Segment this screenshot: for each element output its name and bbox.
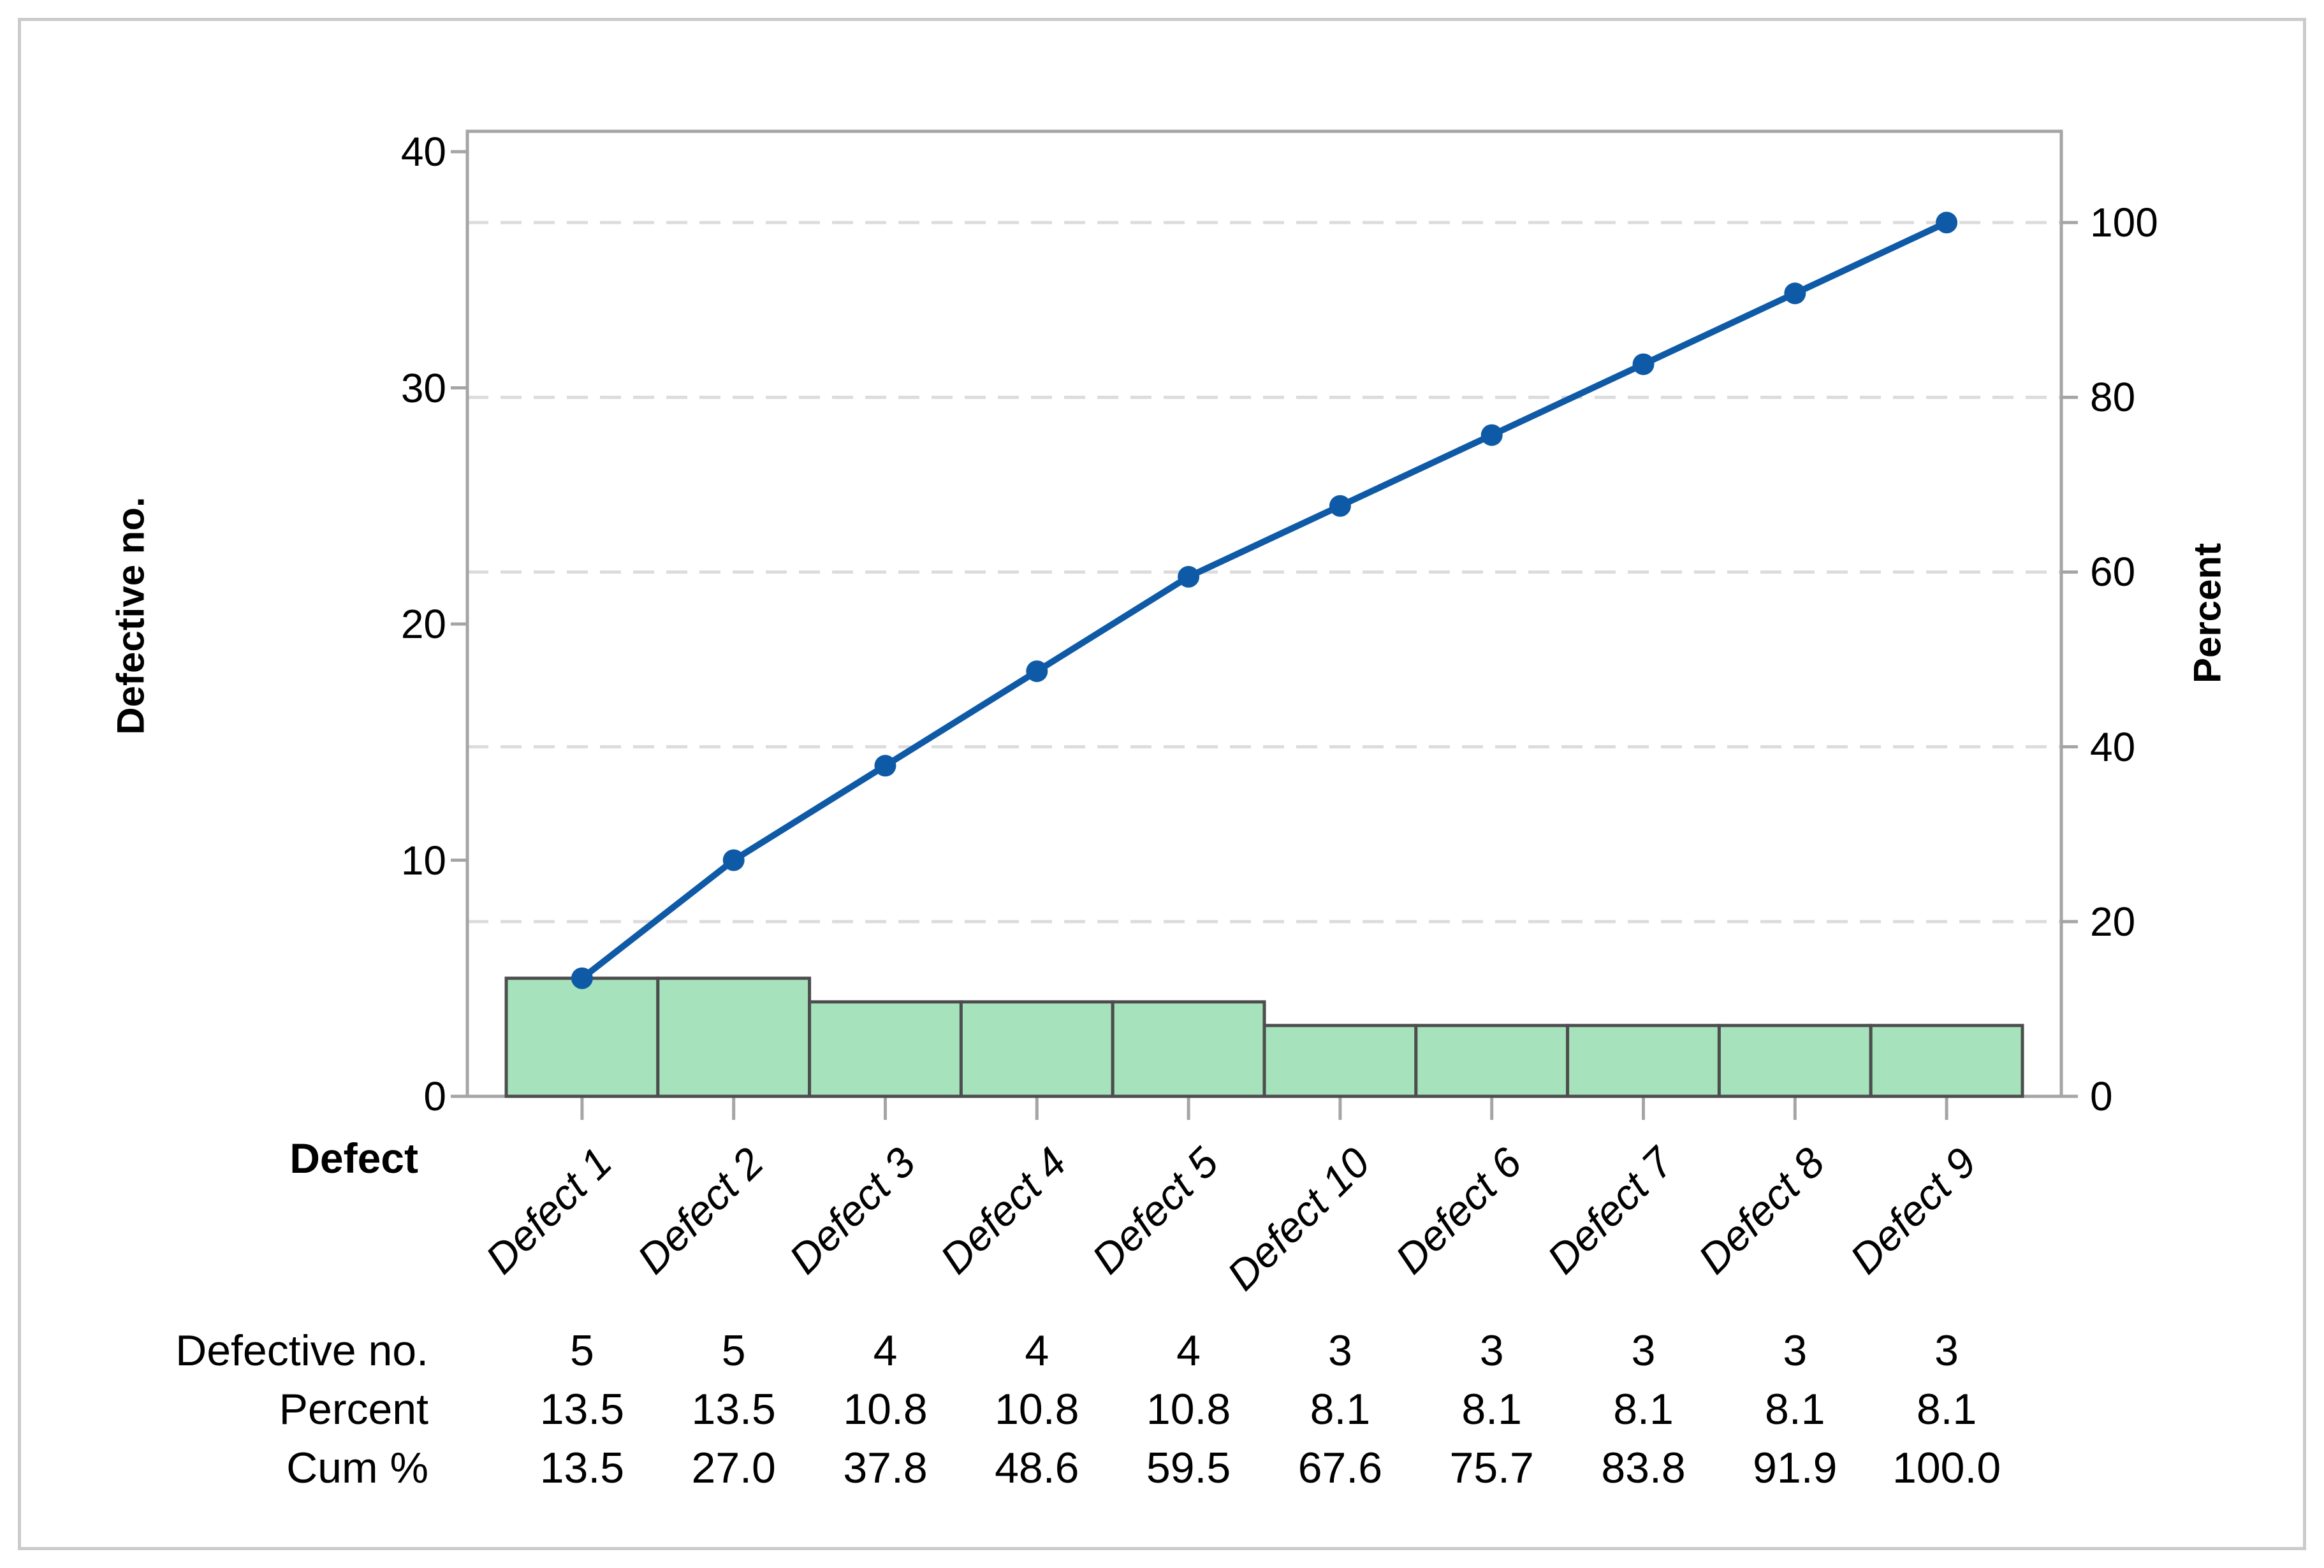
cumulative-line	[578, 219, 1950, 982]
table-cell: 3	[1934, 1326, 1959, 1375]
pareto-bar	[1566, 1024, 1721, 1098]
table-cell: 27.0	[691, 1444, 776, 1492]
left-axis-tick-label: 10	[400, 837, 446, 883]
pareto-bar	[1717, 1024, 1873, 1098]
table-cell: 8.1	[1613, 1385, 1674, 1434]
table-row-label: Percent	[279, 1385, 428, 1434]
cumulative-point-marker	[874, 755, 896, 777]
right-axis-tick-label: 40	[2090, 723, 2136, 770]
cumulative-point-marker	[1632, 353, 1655, 375]
table-cell: 3	[1479, 1326, 1504, 1375]
right-axis-tick-label: 100	[2090, 200, 2158, 246]
table-cell: 13.5	[539, 1444, 625, 1492]
right-axis-tick-label: 0	[2090, 1073, 2113, 1119]
table-cell: 75.7	[1449, 1444, 1534, 1492]
table-cell: 3	[1327, 1326, 1352, 1375]
left-axis-tick-label: 30	[400, 365, 446, 411]
table-cell: 13.5	[691, 1385, 776, 1434]
pareto-bar	[1262, 1024, 1418, 1098]
pareto-bar	[1111, 1000, 1266, 1098]
table-row-label: Cum %	[286, 1444, 428, 1492]
left-axis-tick-label: 0	[423, 1073, 446, 1119]
table-cell: 3	[1783, 1326, 1808, 1375]
table-cell: 8.1	[1916, 1385, 1977, 1434]
pareto-bar	[1869, 1024, 2024, 1098]
cumulative-point-marker	[1026, 660, 1048, 683]
table-cell: 13.5	[539, 1385, 625, 1434]
left-axis-tick-label: 40	[400, 129, 446, 175]
table-cell: 4	[1025, 1326, 1049, 1375]
table-row-label: Defective no.	[175, 1326, 428, 1375]
cumulative-point-marker	[1936, 212, 1958, 234]
table-cell: 8.1	[1461, 1385, 1522, 1434]
cumulative-point-marker	[1784, 282, 1806, 305]
table-cell: 10.8	[1146, 1385, 1231, 1434]
table-cell: 4	[873, 1326, 898, 1375]
table-cell: 59.5	[1146, 1444, 1231, 1492]
table-cell: 48.6	[995, 1444, 1079, 1492]
figure-border	[18, 18, 2306, 1550]
x-axis-title: Defect	[289, 1135, 418, 1182]
table-cell: 100.0	[1892, 1444, 2001, 1492]
pareto-bar	[504, 976, 660, 1098]
table-cell: 91.9	[1753, 1444, 1838, 1492]
cumulative-point-marker	[1329, 495, 1351, 517]
right-axis-tick-label: 60	[2090, 549, 2136, 595]
right-axis-tick-label: 80	[2090, 374, 2136, 421]
table-cell: 8.1	[1765, 1385, 1825, 1434]
cumulative-point-marker	[571, 967, 593, 989]
cumulative-point-marker	[722, 849, 745, 871]
plot-frame	[465, 129, 2063, 1098]
table-cell: 4	[1176, 1326, 1201, 1375]
table-cell: 37.8	[843, 1444, 928, 1492]
pareto-bar	[959, 1000, 1114, 1098]
cumulative-point-marker	[1178, 565, 1200, 588]
pareto-bar	[1414, 1024, 1570, 1098]
left-axis-tick-label: 20	[400, 601, 446, 647]
right-axis-tick-label: 20	[2090, 898, 2136, 945]
table-cell: 67.6	[1297, 1444, 1383, 1492]
table-cell: 10.8	[995, 1385, 1079, 1434]
pareto-bar	[656, 976, 812, 1098]
table-cell: 5	[569, 1326, 594, 1375]
table-cell: 10.8	[843, 1385, 928, 1434]
table-cell: 8.1	[1310, 1385, 1371, 1434]
pareto-bar	[808, 1000, 963, 1098]
table-cell: 3	[1631, 1326, 1656, 1375]
table-cell: 83.8	[1601, 1444, 1686, 1492]
left-axis-title: Defective no.	[109, 497, 152, 735]
table-cell: 5	[721, 1326, 746, 1375]
cumulative-point-marker	[1480, 424, 1503, 446]
